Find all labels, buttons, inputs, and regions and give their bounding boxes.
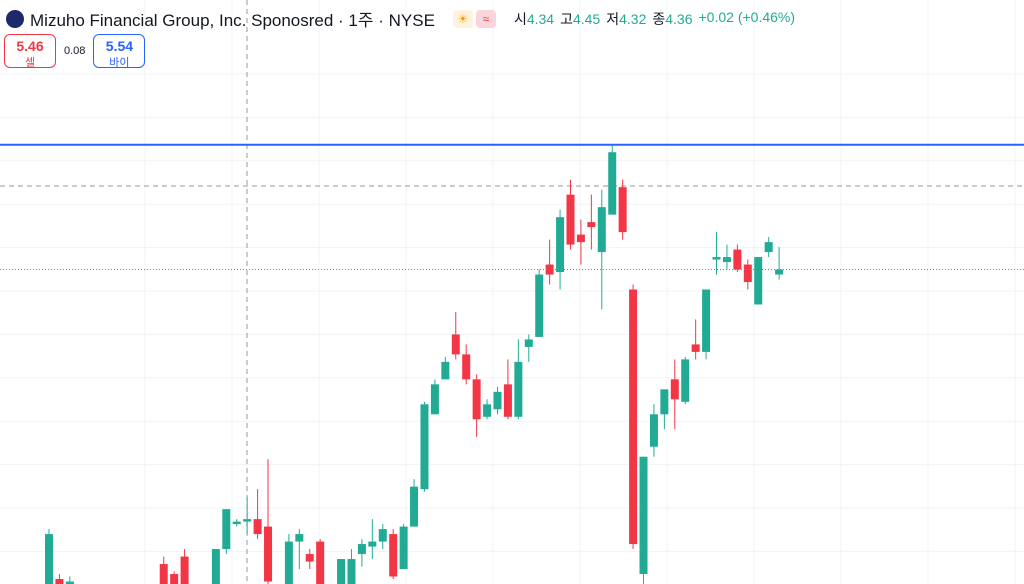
candle-body (764, 242, 773, 253)
candle-body (430, 384, 439, 415)
candle-body (681, 359, 690, 402)
candle-body (743, 264, 752, 283)
candle-body (691, 344, 700, 352)
status-icons: ☀ ≈ (452, 9, 496, 28)
candle-body (660, 389, 669, 415)
sell-button[interactable]: 5.46 셀 (4, 34, 56, 69)
candle-body (524, 339, 533, 347)
candle-body (159, 564, 168, 584)
candle-body (503, 384, 512, 417)
candle-body (389, 534, 398, 577)
buy-button[interactable]: 5.54 바이 (93, 34, 146, 69)
candle-body (410, 486, 419, 527)
candle-body (316, 541, 325, 584)
trade-panel: 5.46 셀 0.08 5.54 바이 (4, 34, 146, 69)
ohlc-label: 시 (513, 10, 527, 27)
candle-body (347, 559, 356, 584)
candle-body (556, 217, 565, 273)
candle-body (253, 519, 262, 535)
candle-body (357, 544, 366, 555)
candle-body (222, 509, 231, 550)
candle-body (232, 521, 241, 525)
change: +0.02 (+0.46%) (698, 8, 796, 25)
ohlc-label: 저 (606, 10, 620, 27)
candle-body (420, 404, 429, 490)
candle-body (733, 249, 742, 270)
candle-body (378, 529, 387, 542)
ohlc-value: 4.36 (665, 10, 693, 27)
sell-label: 셀 (24, 57, 36, 69)
candle-body (597, 207, 606, 253)
candle-body (775, 269, 784, 275)
candle-body (399, 526, 408, 570)
candle-body (618, 187, 627, 233)
candle-body (170, 574, 179, 584)
ohlc-value: 4.34 (526, 10, 555, 27)
candle-body (305, 554, 314, 562)
candle-body (284, 541, 293, 584)
candle-body (639, 456, 648, 575)
ohlc-value: 4.32 (619, 10, 647, 27)
candle-body (368, 541, 377, 547)
buy-label: 바이 (109, 57, 130, 69)
candle-body (587, 222, 596, 228)
candle-body (702, 289, 711, 352)
candle-body (722, 257, 731, 263)
candle-body (493, 391, 502, 410)
sell-price: 5.46 (16, 38, 44, 54)
ohlc-label: 고 (560, 10, 573, 27)
candle-body (55, 579, 64, 584)
candle-body (535, 274, 544, 337)
candle-body (649, 414, 658, 447)
candle-body (566, 194, 575, 245)
candle-body (483, 404, 492, 417)
header: Mizuho Financial Group, Inc. Sponosred ·… (6, 6, 795, 31)
ohlc-value: 4.45 (572, 10, 601, 27)
candle-body (629, 289, 638, 545)
candle-body (45, 534, 53, 584)
candle-body (264, 526, 273, 582)
candle-body (65, 581, 74, 584)
candle-body (472, 379, 481, 420)
candle-body (211, 549, 220, 584)
candle-body (462, 354, 471, 380)
candle-body (441, 361, 450, 380)
candle-body (670, 379, 679, 400)
candle-body (608, 152, 617, 215)
candle-body (712, 257, 721, 260)
buy-price: 5.54 (105, 38, 134, 54)
candle-body (243, 519, 252, 522)
delay-icon: ≈ (475, 9, 496, 28)
candle-body (576, 234, 585, 243)
candle-body (180, 556, 189, 584)
candle-body (295, 534, 304, 542)
candle-body (451, 334, 460, 355)
ohlc: 시4.34 고4.45 저4.32 종4.36 +0.02 (+0.46%) (514, 9, 795, 29)
symbol-title: Mizuho Financial Group, Inc. Sponosred ·… (30, 11, 435, 30)
candle-body (754, 257, 763, 305)
spread: 0.08 (64, 45, 86, 57)
market-icon: ☀ (452, 9, 473, 28)
ohlc-label: 종 (652, 10, 666, 27)
candle-body (514, 361, 523, 417)
candle-body (337, 559, 346, 584)
logo (6, 9, 24, 28)
